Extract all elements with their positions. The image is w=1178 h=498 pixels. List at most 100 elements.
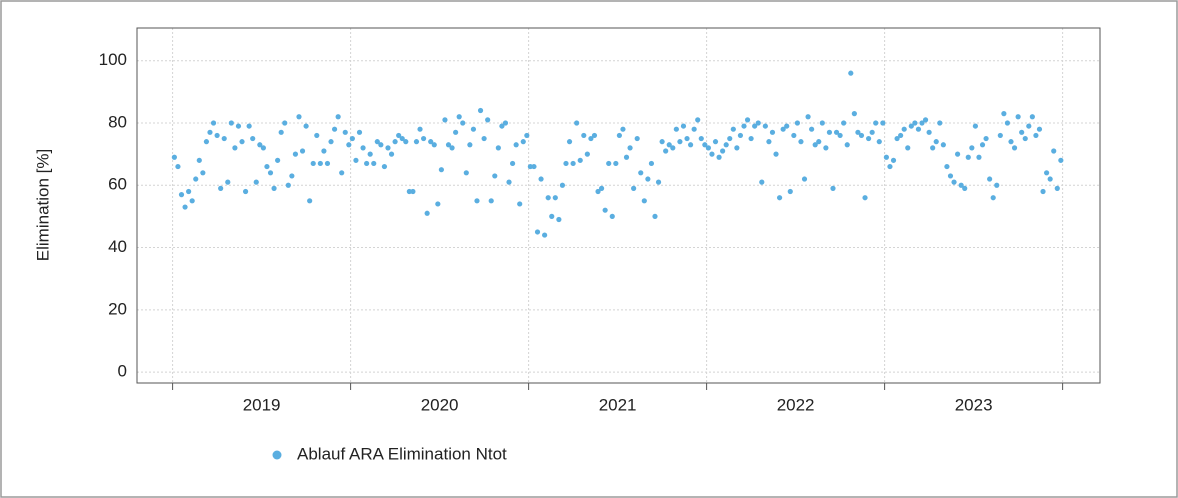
- data-point: [631, 185, 637, 191]
- data-point: [470, 126, 477, 132]
- data-point: [833, 129, 840, 135]
- data-point: [1008, 139, 1014, 145]
- data-point: [574, 120, 580, 126]
- data-point: [182, 204, 188, 210]
- data-point: [467, 142, 473, 148]
- data-point: [506, 179, 512, 185]
- data-point: [570, 160, 576, 167]
- data-point: [933, 139, 939, 145]
- data-point: [613, 160, 619, 167]
- data-point: [282, 120, 288, 126]
- data-point: [791, 132, 797, 139]
- data-point: [460, 120, 466, 126]
- data-point: [645, 176, 651, 182]
- data-point: [716, 154, 722, 160]
- data-point: [292, 151, 299, 157]
- data-point: [919, 120, 925, 126]
- x-tick-label: 2023: [955, 395, 993, 414]
- data-point: [805, 114, 811, 120]
- data-point: [477, 107, 484, 114]
- data-point: [221, 135, 227, 142]
- data-point: [374, 139, 380, 145]
- data-point: [235, 123, 242, 129]
- data-point: [360, 145, 366, 151]
- data-point: [196, 157, 202, 163]
- data-point: [1029, 114, 1035, 120]
- data-point: [702, 142, 708, 148]
- data-point: [858, 132, 865, 139]
- data-point: [253, 179, 259, 185]
- data-point: [200, 170, 206, 176]
- data-point: [175, 163, 181, 170]
- data-point: [755, 120, 761, 126]
- data-point: [1026, 123, 1032, 129]
- data-point: [186, 188, 192, 195]
- data-point: [691, 126, 697, 132]
- data-point: [638, 170, 644, 176]
- data-point: [1033, 132, 1039, 139]
- data-point: [353, 157, 359, 163]
- data-point: [752, 123, 758, 129]
- data-point: [218, 185, 224, 191]
- data-point: [410, 188, 416, 195]
- data-point: [207, 129, 213, 135]
- legend-marker: [272, 450, 282, 460]
- data-point: [606, 160, 612, 167]
- data-point: [232, 145, 238, 151]
- legend-label: Ablauf ARA Elimination Ntot: [297, 444, 507, 463]
- data-point: [225, 179, 231, 185]
- y-axis-label: Elimination [%]: [33, 149, 52, 261]
- data-point: [762, 123, 768, 129]
- data-point: [865, 135, 872, 142]
- data-point: [620, 126, 626, 132]
- data-point: [296, 114, 302, 120]
- data-point: [634, 135, 640, 142]
- data-point: [1043, 170, 1050, 176]
- data-point: [260, 145, 266, 151]
- data-point: [937, 120, 943, 126]
- data-point: [908, 123, 914, 129]
- data-point: [972, 123, 978, 129]
- x-tick-label: 2020: [421, 395, 459, 414]
- data-point: [798, 139, 804, 145]
- data-point: [267, 170, 274, 176]
- data-point: [502, 120, 509, 126]
- data-point: [495, 145, 501, 151]
- data-point: [616, 132, 622, 139]
- data-point: [944, 163, 950, 170]
- data-point: [876, 139, 882, 145]
- data-point: [250, 135, 256, 142]
- data-point: [869, 129, 875, 135]
- data-point: [720, 148, 726, 154]
- data-point: [930, 145, 936, 151]
- data-point: [962, 185, 968, 191]
- data-point: [310, 160, 316, 167]
- data-point: [951, 179, 957, 185]
- data-point: [513, 142, 519, 148]
- data-point: [463, 170, 469, 176]
- data-point: [641, 198, 647, 204]
- data-point: [727, 135, 733, 142]
- data-point: [698, 135, 704, 142]
- data-point: [990, 195, 996, 201]
- data-point: [189, 198, 195, 204]
- data-point: [381, 163, 388, 170]
- data-point: [210, 120, 217, 126]
- data-point: [741, 123, 747, 129]
- data-point: [965, 154, 971, 160]
- data-point: [784, 123, 790, 129]
- data-point: [623, 154, 630, 160]
- data-point: [527, 163, 533, 170]
- data-point: [442, 117, 448, 123]
- data-point: [844, 142, 850, 148]
- plot-area: [136, 27, 1101, 384]
- x-tick-label: 2019: [243, 395, 281, 414]
- data-point: [976, 154, 982, 160]
- data-point: [744, 117, 751, 123]
- data-point: [456, 114, 462, 120]
- data-point: [954, 151, 961, 157]
- data-point: [901, 126, 907, 132]
- data-point: [242, 188, 249, 195]
- data-point: [855, 129, 861, 135]
- data-point: [873, 120, 879, 126]
